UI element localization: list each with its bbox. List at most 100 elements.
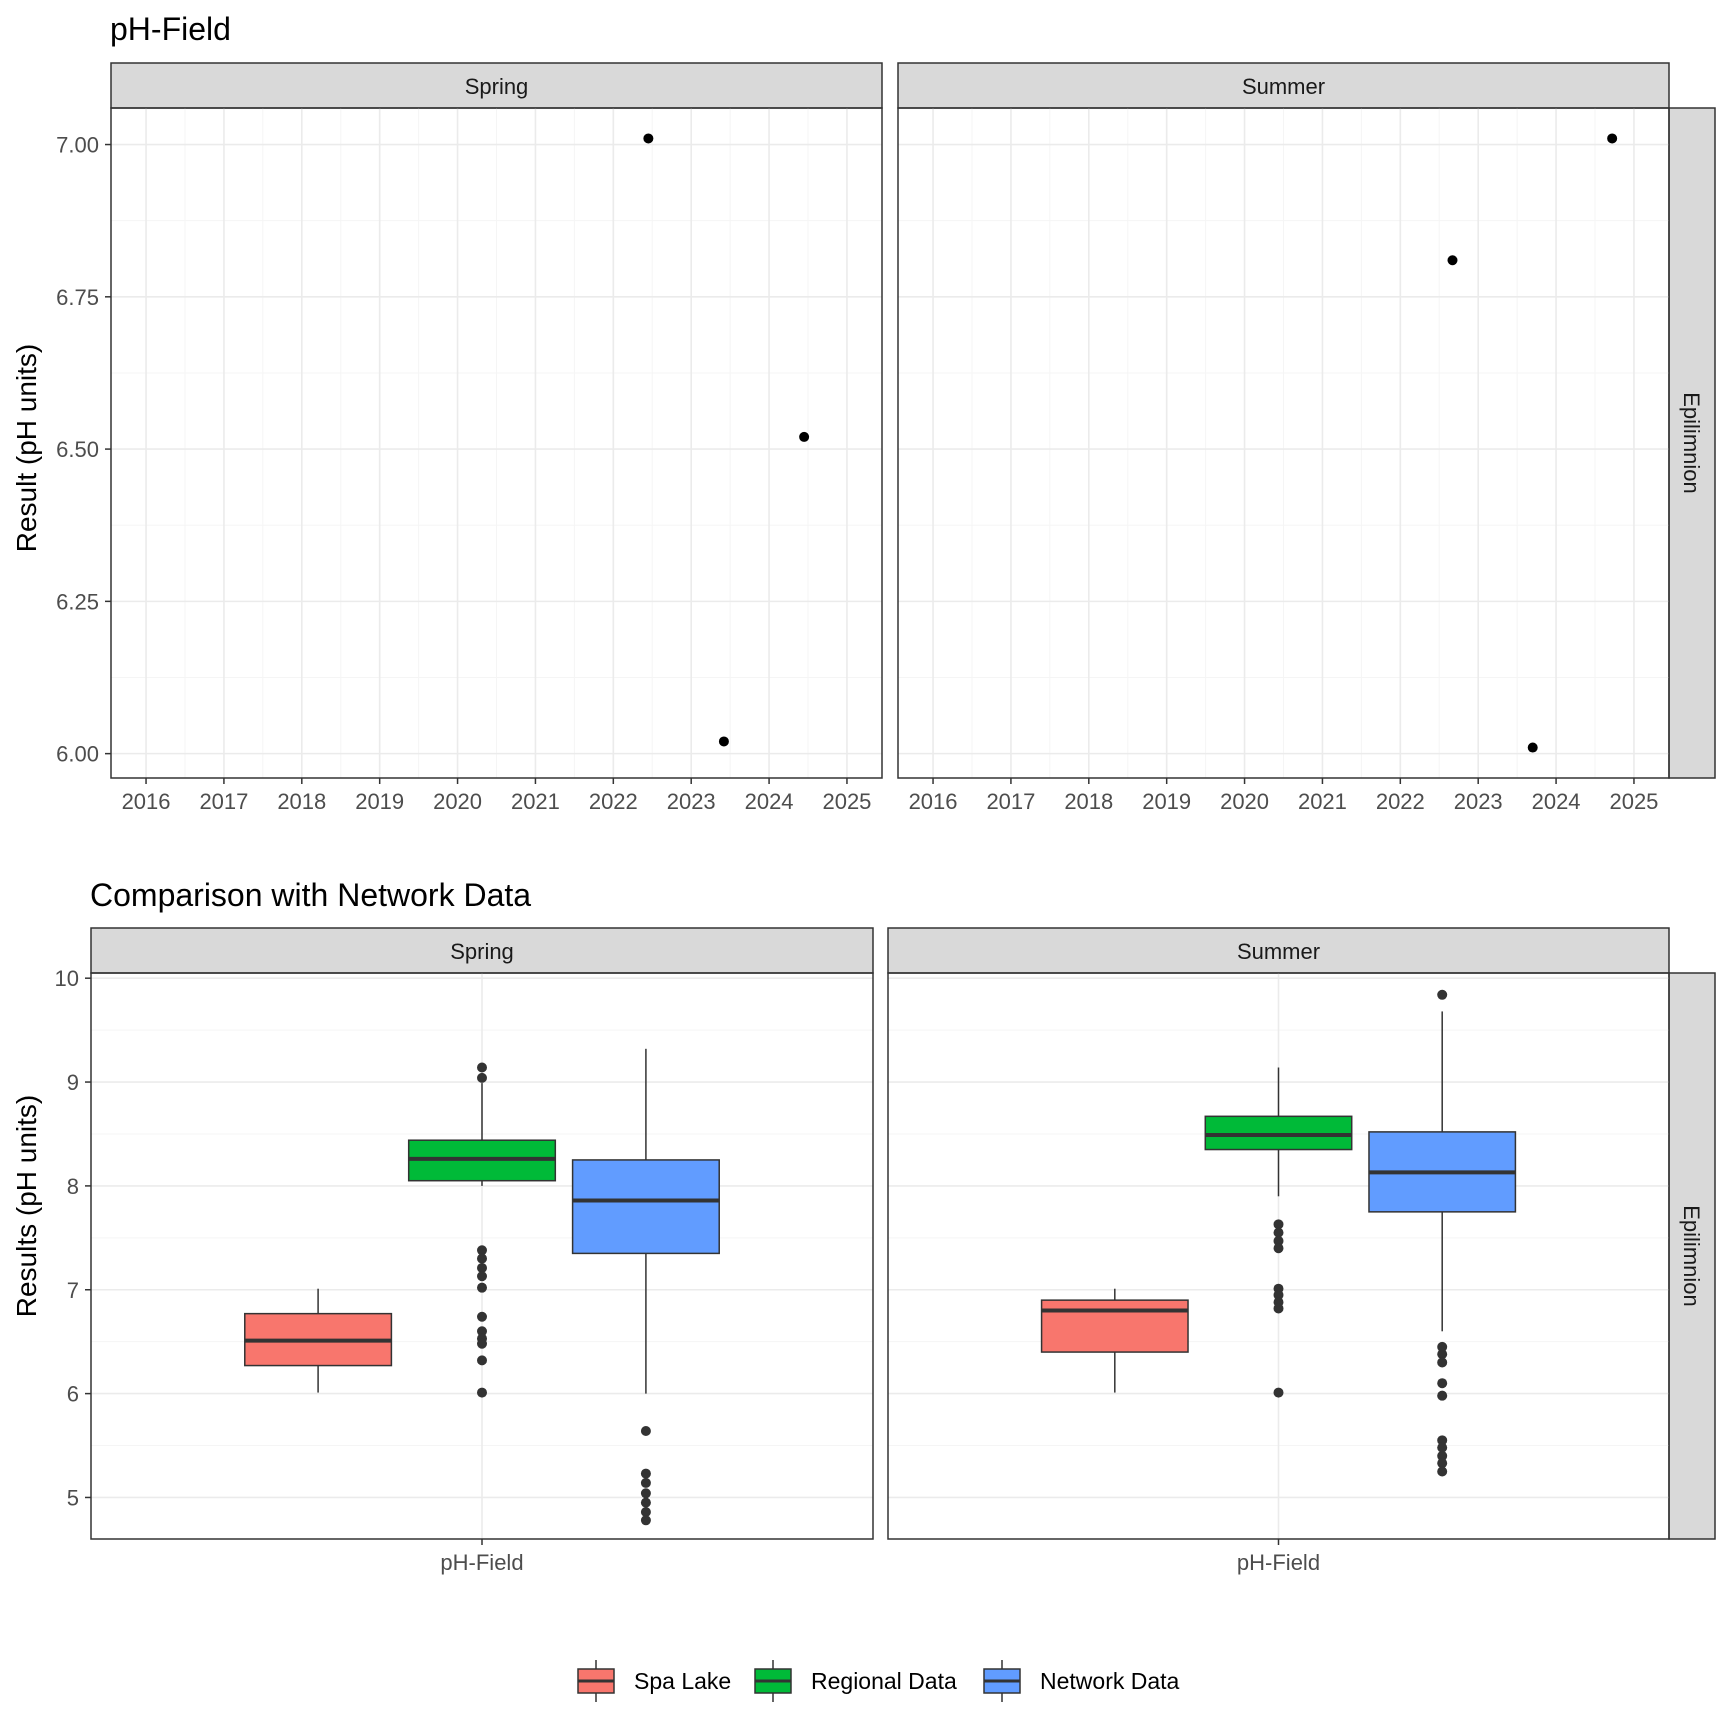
outlier-point <box>1437 1458 1448 1469</box>
y-tick-label: 6.00 <box>56 742 99 767</box>
row-strip-background <box>1668 972 1716 1540</box>
outlier-point <box>477 1062 487 1073</box>
x-tick-label: 2025 <box>1609 789 1658 814</box>
x-tick-label: 2021 <box>1298 789 1347 814</box>
x-tick-label: 2022 <box>589 789 638 814</box>
outlier-point <box>1273 1289 1284 1300</box>
outlier-point <box>640 1515 651 1526</box>
outlier-point <box>1437 1466 1448 1477</box>
boxplot-regional-data <box>1204 1067 1353 1398</box>
box <box>1204 1115 1353 1151</box>
x-tick-label: pH-Field <box>440 1550 523 1575</box>
boxplot-spa-lake <box>1040 1288 1189 1393</box>
x-tick-label: 2017 <box>986 789 1035 814</box>
outlier-point <box>477 1355 487 1366</box>
outlier-point <box>640 1488 651 1499</box>
x-tick-label: 2023 <box>667 789 716 814</box>
x-tick-label: pH-Field <box>1237 1550 1320 1575</box>
x-tick-label: 2024 <box>745 789 794 814</box>
outlier-point <box>477 1072 487 1083</box>
outlier-point <box>1437 1357 1448 1368</box>
outlier-point <box>1437 1341 1448 1352</box>
outlier-point <box>1273 1387 1284 1398</box>
outlier-point <box>1273 1243 1284 1254</box>
legend-item: Spa Lake <box>577 1660 731 1702</box>
y-tick-label: 9 <box>67 1070 79 1095</box>
panel-spring: pH-Field 5 6 7 8 9 10 <box>55 966 874 1575</box>
x-tick-label: 2024 <box>1532 789 1581 814</box>
panel-border <box>897 107 1670 779</box>
outlier-point <box>477 1338 487 1349</box>
box <box>1040 1299 1189 1353</box>
outlier-point <box>1273 1303 1284 1314</box>
panel-summer: 2016 2017 2018 2019 2020 2021 2022 2023 2024 2025 <box>897 107 1670 814</box>
legend-label: Regional Data <box>811 1668 957 1694</box>
y-tick-label: 6.50 <box>56 437 99 462</box>
outlier-point <box>1273 1227 1284 1238</box>
x-tick-label: 2022 <box>1376 789 1425 814</box>
data-point <box>1607 133 1618 144</box>
outlier-point <box>477 1387 487 1398</box>
strip-label-spring: Spring <box>465 74 529 99</box>
y-tick-label: 7 <box>67 1278 79 1303</box>
outlier-point <box>1437 989 1448 1000</box>
outlier-point <box>477 1282 487 1293</box>
boxplot-spa-lake <box>244 1288 393 1393</box>
outlier-point <box>477 1245 487 1256</box>
strip-background <box>897 62 1670 109</box>
outlier-point <box>640 1506 651 1517</box>
strip-label-summer: Summer <box>1237 939 1320 964</box>
data-point <box>718 736 729 747</box>
boxplot-network-data <box>571 1048 720 1526</box>
chart-title: pH-Field <box>110 11 231 47</box>
x-tick-label: 2017 <box>199 789 248 814</box>
data-point <box>643 133 654 144</box>
x-tick-label: 2019 <box>1142 789 1191 814</box>
chart-title: Comparison with Network Data <box>90 877 531 913</box>
outlier-point <box>1437 1442 1448 1453</box>
x-tick-label: 2018 <box>1064 789 1113 814</box>
row-strip-label: Epilimnion <box>1679 392 1704 494</box>
boxplot-network-data <box>1368 989 1517 1477</box>
y-axis-title: Result (pH units) <box>11 344 42 553</box>
boxplot-regional-data <box>407 1062 557 1398</box>
y-tick-label: 6 <box>67 1382 79 1407</box>
y-tick-label: 6.25 <box>56 589 99 614</box>
row-strip-background <box>1668 107 1716 779</box>
data-point <box>1447 255 1458 266</box>
outlier-point <box>477 1271 487 1282</box>
y-axis-title: Results (pH units) <box>11 1095 42 1318</box>
y-tick-label: 7.00 <box>56 133 99 158</box>
legend-label: Network Data <box>1040 1668 1180 1694</box>
outlier-point <box>1437 1349 1448 1360</box>
outlier-point <box>1437 1378 1448 1389</box>
outlier-point <box>640 1425 651 1436</box>
outlier-point <box>477 1326 487 1337</box>
outlier-point <box>1437 1435 1448 1446</box>
x-tick-label: 2021 <box>511 789 560 814</box>
strip-background <box>110 62 883 109</box>
x-tick-label: 2016 <box>909 789 958 814</box>
x-tick-label: 2020 <box>433 789 482 814</box>
outlier-point <box>1437 1450 1448 1461</box>
outlier-point <box>640 1477 651 1488</box>
outlier-point <box>1273 1235 1284 1246</box>
x-tick-label: 2025 <box>822 789 871 814</box>
outlier-point <box>477 1262 487 1273</box>
legend-item: Regional Data <box>754 1660 957 1702</box>
outlier-point <box>1437 1390 1448 1401</box>
x-tick-label: 2016 <box>122 789 171 814</box>
data-point <box>799 431 810 442</box>
data-point <box>1527 742 1538 753</box>
x-tick-label: 2019 <box>355 789 404 814</box>
x-tick-label: 2023 <box>1454 789 1503 814</box>
legend: Spa Lake Regional Data Network Data <box>577 1660 1180 1702</box>
panel-border <box>110 107 883 779</box>
strip-background <box>887 927 1670 974</box>
x-tick-label: 2020 <box>1220 789 1269 814</box>
outlier-point <box>640 1497 651 1508</box>
x-tick-label: 2018 <box>277 789 326 814</box>
outlier-point <box>477 1253 487 1264</box>
panel-spring: 2016 2017 2018 2019 2020 2021 2022 2023 2024 2025… <box>56 107 883 814</box>
